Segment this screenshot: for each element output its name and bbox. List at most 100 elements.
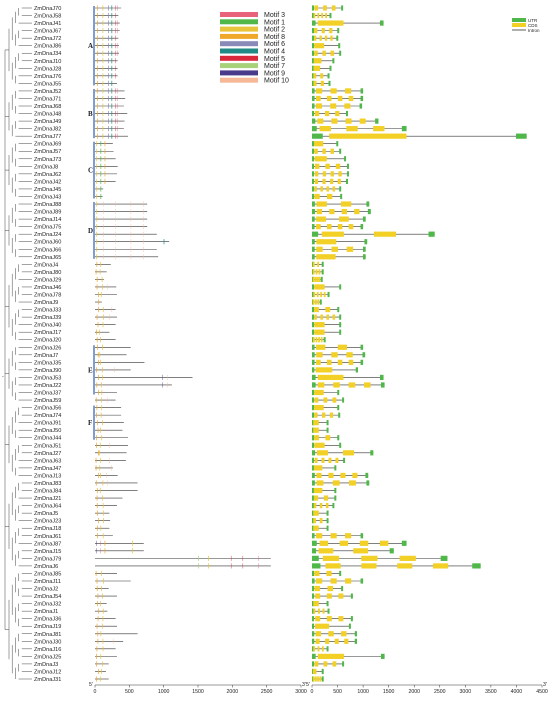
gene-label: ZmDnaJ10 [34, 59, 61, 65]
utr-block [312, 653, 316, 659]
cds-block [316, 95, 321, 102]
utr-block [312, 570, 314, 577]
motif-2 [101, 276, 103, 283]
cds-block [322, 148, 326, 154]
motif-4 [111, 43, 113, 49]
cds-block [328, 457, 332, 463]
cds-block [322, 50, 326, 56]
cds-block [354, 208, 360, 215]
utr-block [379, 20, 384, 26]
legend-swatch [220, 70, 258, 76]
motif-8 [97, 5, 98, 11]
cds-block [349, 480, 356, 486]
cds-block [317, 646, 320, 652]
legend-swatch [220, 19, 258, 25]
cds-block [330, 578, 337, 584]
cds-block [379, 540, 389, 546]
cds-block [329, 133, 407, 139]
motif-8 [97, 601, 98, 607]
gene-label: ZmDnaJ22 [34, 383, 61, 389]
utr-block [339, 284, 342, 290]
utr-block [334, 487, 337, 494]
utr-block [312, 28, 314, 34]
motif-2 [100, 676, 102, 682]
utr-block [312, 593, 315, 599]
motif-8 [96, 578, 98, 584]
axis-tick-label: 2500 [261, 689, 273, 695]
cds-block [319, 540, 329, 546]
cds-block [433, 563, 449, 569]
cds-block [326, 193, 333, 200]
motif-2 [102, 80, 104, 86]
motif-2 [96, 254, 98, 260]
utr-block [362, 254, 366, 260]
cds-block [326, 570, 332, 577]
utr-block [312, 193, 314, 200]
motif-2 [100, 291, 102, 298]
motif-2 [102, 314, 104, 320]
cds-block [316, 344, 326, 350]
utr-block [440, 555, 448, 561]
cds-block [314, 397, 319, 403]
gene-label: ZmDnaJ35 [34, 360, 61, 366]
motif-8 [95, 480, 97, 486]
gene-label: ZmDnaJ24 [34, 232, 61, 238]
motif-2 [100, 359, 101, 365]
motif-4 [111, 88, 113, 94]
motif-2 [102, 118, 104, 124]
motif-8 [96, 329, 97, 335]
utr-block [364, 239, 368, 245]
gene-label: ZmDnaJ25 [34, 654, 61, 660]
gene-label: ZmDnaJ37 [34, 391, 61, 397]
utr-block [312, 608, 314, 614]
cds-block [318, 337, 320, 343]
cds-block [330, 88, 337, 94]
cds-block [316, 246, 323, 252]
cds-block [326, 186, 330, 192]
motif-2 [102, 12, 104, 19]
utr-block [312, 646, 314, 652]
motif-2 [102, 367, 103, 373]
cds-block [319, 676, 322, 682]
motif-2 [96, 246, 98, 252]
utr-block [312, 73, 314, 79]
utr-block [312, 525, 314, 531]
utr-block [312, 208, 315, 215]
cds-block [314, 148, 318, 154]
cds-block [314, 412, 318, 418]
cds-block [322, 171, 327, 177]
motif-8 [97, 533, 98, 539]
utr-block [321, 261, 324, 267]
cds-block [314, 110, 320, 117]
cds-block [339, 540, 349, 546]
motif-8 [97, 58, 98, 64]
utr-block [342, 397, 345, 403]
utr-block [312, 389, 314, 396]
motif-8 [98, 291, 99, 298]
cds-block [316, 103, 323, 109]
motif-2 [102, 20, 104, 26]
gene-label: ZmDnaJ47 [34, 466, 61, 472]
gene-label: ZmDnaJ71 [34, 96, 61, 102]
cds-block [348, 224, 354, 230]
utr-block [334, 495, 337, 501]
utr-block [312, 563, 321, 569]
motif-6 [108, 35, 109, 41]
gene-label: ZmDnaJ63 [34, 458, 61, 464]
motif-8 [97, 126, 98, 132]
motif-2 [96, 186, 98, 192]
motif-2 [100, 472, 101, 479]
motif-8 [98, 668, 100, 675]
cds-block [316, 533, 323, 539]
motif-8 [96, 495, 98, 501]
utr-block [342, 661, 345, 667]
motif-6 [108, 95, 109, 102]
legend-swatch [220, 48, 258, 54]
motif-8 [96, 404, 98, 411]
motif-2 [96, 163, 98, 169]
motif-4 [111, 133, 113, 139]
utr-block [312, 442, 314, 448]
utr-block [312, 110, 314, 117]
gene-label: ZmDnaJ83 [34, 481, 61, 487]
